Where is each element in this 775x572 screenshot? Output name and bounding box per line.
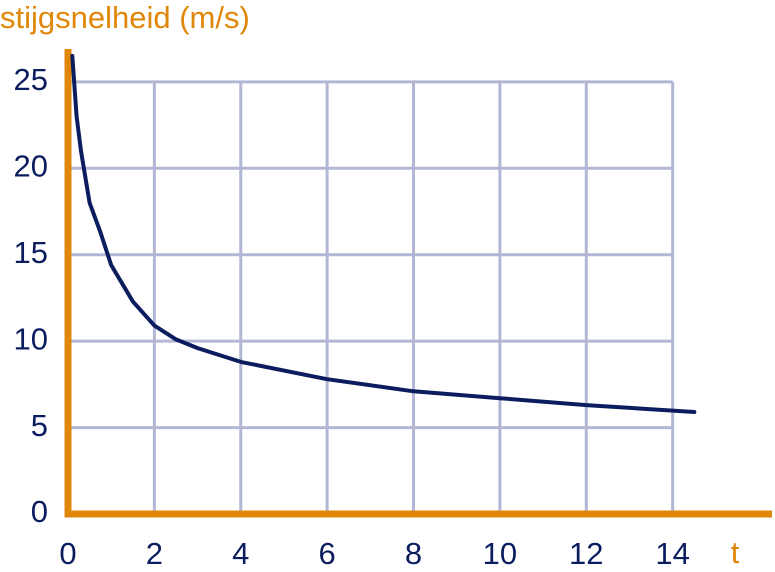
y-tick-label: 5 <box>31 408 48 443</box>
y-tick-label: 20 <box>14 148 48 183</box>
x-tick-label: 6 <box>319 536 336 571</box>
x-tick-label: 10 <box>483 536 517 571</box>
x-tick-label: 2 <box>146 536 163 571</box>
y-tick-label: 0 <box>31 494 48 529</box>
x-tick-label: 0 <box>59 536 76 571</box>
x-axis-label: t <box>731 535 740 570</box>
y-axis-label: stijgsnelheid (m/s) <box>0 0 250 35</box>
y-tick-label: 15 <box>14 235 48 270</box>
x-tick-label: 12 <box>569 536 603 571</box>
x-tick-label: 14 <box>655 536 689 571</box>
y-tick-label: 10 <box>14 321 48 356</box>
y-tick-label: 25 <box>14 62 48 97</box>
x-tick-label: 8 <box>405 536 422 571</box>
data-line <box>70 53 697 414</box>
x-tick-label: 4 <box>232 536 249 571</box>
